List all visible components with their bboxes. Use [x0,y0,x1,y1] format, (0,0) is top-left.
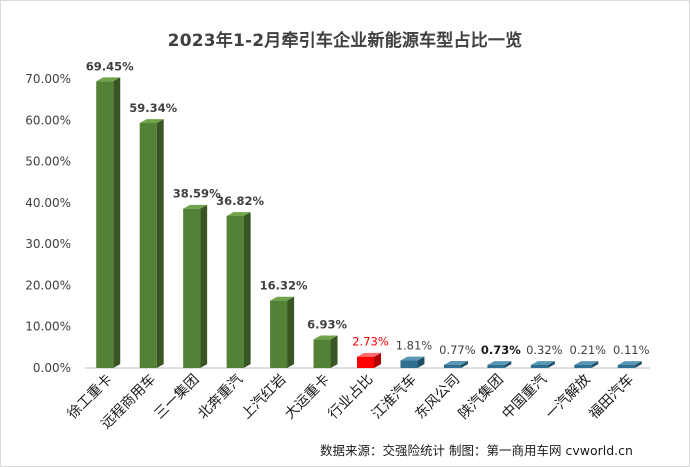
bar [96,77,121,368]
data-label: 0.73% [481,343,521,357]
y-tick-label: 0.00% [33,361,71,375]
y-tick-label: 50.00% [25,155,71,169]
x-category-label: 行业占比 [325,372,376,423]
data-label: 59.34% [129,101,177,115]
y-axis: 0.00% 10.00% 20.00% 30.00% 40.00% 50.00% 60.00… [25,72,650,375]
data-label: 0.11% [613,343,650,357]
x-category-label: 东风公司 [412,372,463,423]
x-category-label: 福田汽车 [585,371,637,423]
data-label: 2.73% [352,335,389,349]
x-category-label: 陕汽集团 [455,371,507,423]
data-label: 38.59% [173,187,221,201]
x-category-label: 中国重汽 [499,372,550,423]
data-label: 1.81% [396,339,433,353]
bar [487,361,512,368]
bar [574,361,599,368]
data-label: 69.45% [86,59,134,73]
data-labels: 69.45% 59.34% 38.59%36.82% 16.32% 6.93% 2.73%… [86,59,650,357]
source-note: 数据来源：交强险统计 制图：第一商用车网 cvworld.cn [320,443,633,458]
x-category-label: 北奔重汽 [195,372,246,423]
data-label: 16.32% [260,279,308,293]
y-tick-label: 10.00% [25,320,71,334]
bar [443,360,468,368]
chart-title: 2023年1-2月牵引车企业新能源车型占比一览 [167,31,523,51]
y-tick-label: 20.00% [25,278,71,292]
bar [617,361,642,368]
x-category-label: 上汽红岩 [238,372,289,423]
y-tick-label: 40.00% [25,196,71,210]
data-label: 0.21% [570,343,607,357]
data-label: 36.82% [216,194,264,208]
bar [270,296,295,368]
y-tick-label: 60.00% [25,113,71,127]
x-axis-categories: 徐工重卡远程商用车三一集团北奔重汽上汽红岩大运重卡行业占比江淮汽车东风公司陕汽集… [65,371,637,433]
x-category-label: 江淮汽车 [368,371,420,423]
y-tick-label: 30.00% [25,237,71,251]
data-label: 0.77% [439,343,476,357]
data-label: 6.93% [307,317,347,331]
bar [400,356,425,368]
y-tick-label: 70.00% [25,72,71,86]
bar [139,119,164,368]
x-category-label: 大运重卡 [282,372,333,423]
x-category-label: 一汽解放 [543,372,594,423]
bar [530,361,555,368]
bars [96,77,642,368]
bar [183,204,208,368]
data-label: 0.32% [526,343,563,357]
bar [357,352,381,368]
x-category-label: 三一集团 [151,371,203,423]
bar [313,335,338,368]
bar [226,212,251,368]
